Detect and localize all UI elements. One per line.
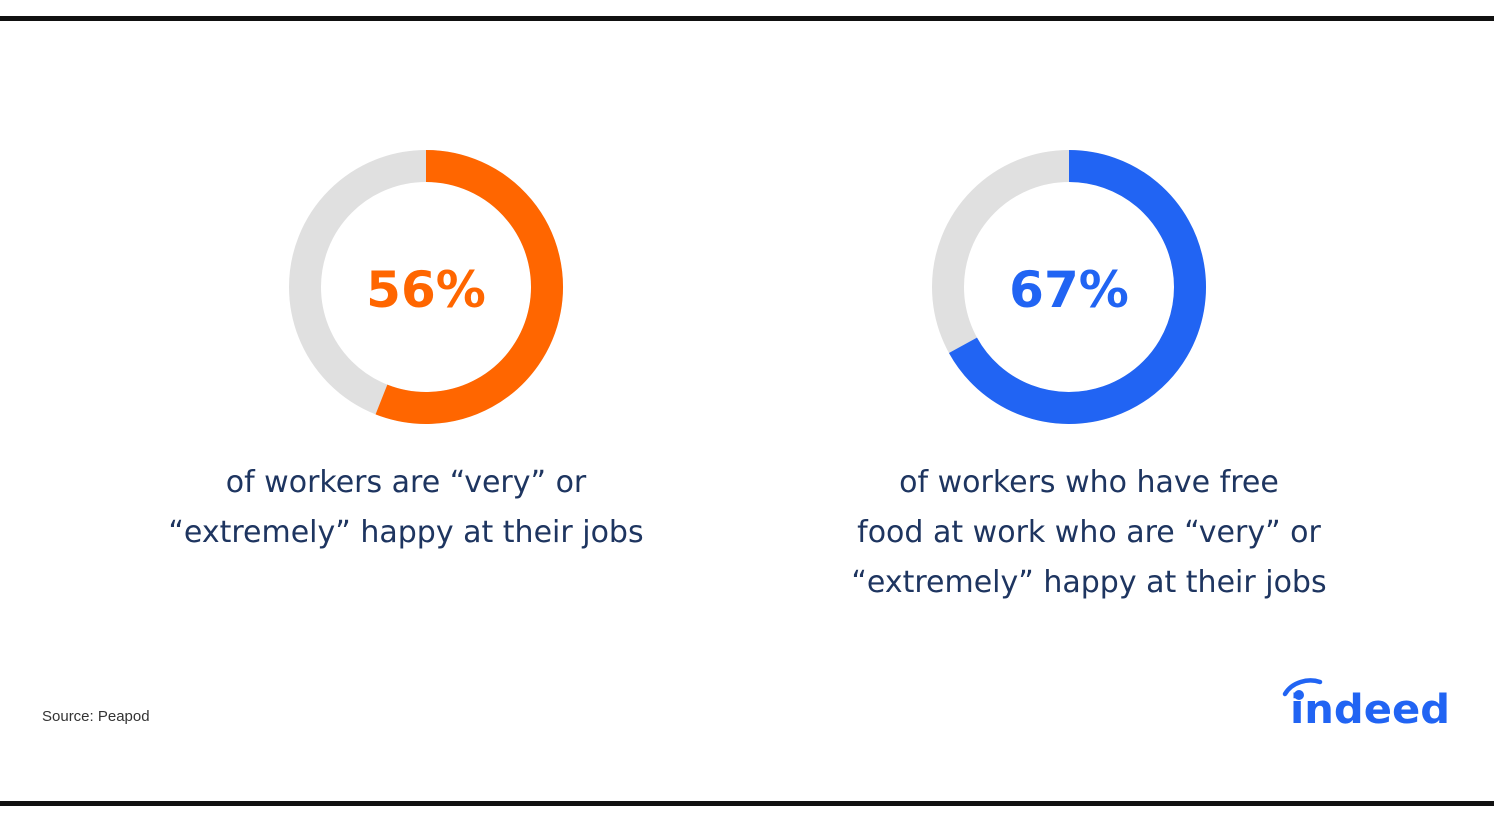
donut-1-value-arc: [375, 150, 563, 424]
donut-chart-1: 56%: [286, 147, 566, 427]
caption-1-line-2: “extremely” happy at their jobs: [168, 515, 644, 550]
caption-2: of workers who have free food at work wh…: [809, 458, 1369, 608]
caption-2-line-2: food at work who are “very” or: [857, 515, 1321, 550]
bottom-rule: [0, 801, 1494, 806]
donut-chart-2: 67%: [929, 147, 1209, 427]
donut-chart-1-svg: 56%: [289, 150, 563, 424]
top-rule: [0, 16, 1494, 21]
indeed-logo-svg: indeed: [1282, 678, 1450, 732]
indeed-logo[interactable]: indeed: [1280, 676, 1460, 732]
donut-2-value-arc: [948, 150, 1206, 424]
source-note: Source: Peapod: [42, 708, 150, 725]
logo-swoosh-icon: [1282, 678, 1323, 697]
caption-2-line-3: “extremely” happy at their jobs: [851, 565, 1327, 600]
caption-1: of workers are “very” or “extremely” hap…: [126, 458, 686, 558]
donut-1-percent-label: 56%: [366, 261, 486, 319]
caption-2-line-1: of workers who have free: [899, 465, 1279, 500]
logo-wordmark: indeed: [1290, 687, 1450, 732]
caption-1-line-1: of workers are “very” or: [225, 465, 587, 500]
donut-2-percent-label: 67%: [1009, 261, 1129, 319]
logo-dot-icon: [1294, 690, 1304, 700]
donut-chart-2-svg: 67%: [932, 150, 1206, 424]
